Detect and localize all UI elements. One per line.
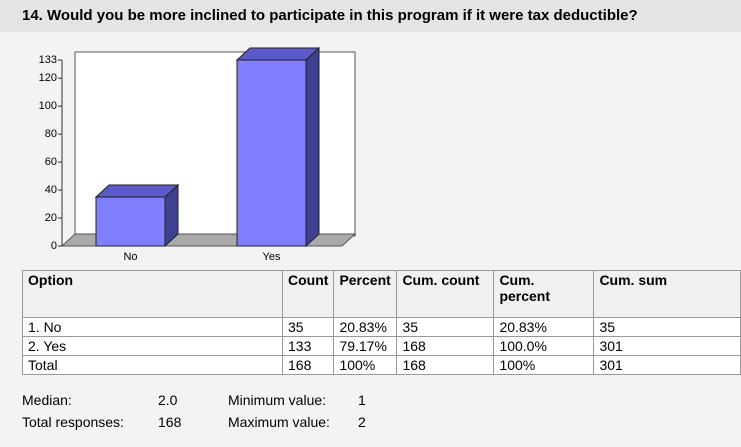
bar (236, 59, 307, 247)
table-cell: 133 (281, 336, 335, 356)
table-cell: 35 (281, 317, 335, 337)
y-tick-label: 20 (45, 212, 57, 224)
header-cell: Cum. sum (593, 270, 741, 318)
stat-value: 168 (158, 414, 182, 430)
results-table: Option Count Percent Cum. count Cum. percent… (22, 270, 741, 375)
question-title: 14. Would you be more inclined to partic… (0, 0, 741, 32)
header-cell: Option (22, 270, 283, 318)
stat-label: Median: (22, 392, 72, 408)
y-tick-label: 0 (51, 240, 57, 252)
table-cell: 1. No (22, 317, 283, 337)
table-cell: 301 (593, 355, 741, 375)
x-tick-label: Yes (263, 251, 281, 263)
y-tick-label: 100 (39, 100, 57, 112)
table-cell: Total (22, 355, 283, 375)
header-cell: Cum. percent (493, 270, 595, 318)
y-tick-label: 133 (39, 54, 57, 66)
header-cell: Percent (333, 270, 398, 318)
y-tick-label: 60 (45, 156, 57, 168)
stat-value: 2.0 (158, 392, 178, 408)
y-tick-label: 40 (45, 184, 57, 196)
table-cell: 2. Yes (22, 336, 283, 356)
table-cell: 100% (493, 355, 595, 375)
header-cell: Count (281, 270, 335, 318)
chart: 0 20 40 60 80 100 120 133 No Yes (39, 46, 357, 263)
table-row: 2. Yes 133 79.17% 168 100.0% 301 (22, 336, 741, 356)
table-cell: 301 (593, 336, 741, 356)
table-cell: 35 (396, 317, 495, 337)
table-cell: 168 (396, 336, 495, 356)
bar-top (94, 184, 180, 198)
table-cell: 168 (281, 355, 335, 375)
stat-label: Total responses: (22, 414, 124, 430)
header-cell: Cum. count (396, 270, 495, 318)
bar-side (305, 46, 320, 248)
table-cell: 35 (593, 317, 741, 337)
stat-value: 2 (358, 414, 366, 430)
stat-label: Minimum value: (228, 392, 327, 408)
x-tick-label: No (123, 251, 137, 263)
table-cell: 100% (333, 355, 398, 375)
y-tick-label: 80 (45, 128, 57, 140)
table-cell: 79.17% (333, 336, 398, 356)
stat-label: Maximum value: (228, 414, 330, 430)
table-cell: 20.83% (333, 317, 398, 337)
table-cell: 20.83% (493, 317, 595, 337)
table-row: 1. No 35 20.83% 35 20.83% 35 (22, 317, 741, 337)
bar-top (235, 47, 321, 61)
table-cell: 168 (396, 355, 495, 375)
stat-value: 1 (358, 392, 366, 408)
y-tick-label: 120 (39, 72, 57, 84)
bar (95, 196, 166, 247)
table-cell: 100.0% (493, 336, 595, 356)
table-row: Total 168 100% 168 100% 301 (22, 355, 741, 375)
